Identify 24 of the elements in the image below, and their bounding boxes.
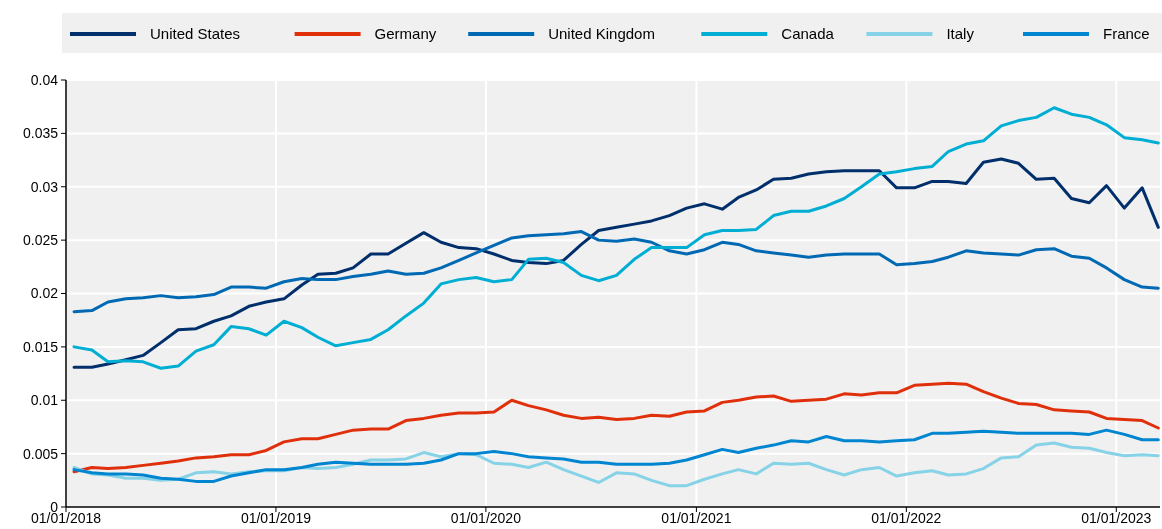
line-series	[72, 157, 1160, 369]
legend-label: United States	[150, 25, 241, 43]
y-tick-label: 0.035	[22, 125, 59, 142]
y-tick-label: 0.02	[30, 285, 59, 302]
line-series	[72, 428, 1160, 483]
y-tick-label: 0.03	[30, 178, 59, 195]
y-tick-label: 0.01	[30, 392, 59, 409]
line-series	[72, 381, 1160, 474]
legend-label: Germany	[374, 25, 437, 43]
x-tick-label: 01/01/2023	[1081, 510, 1152, 526]
legend-label: Canada	[781, 25, 835, 43]
y-tick-label: 0.015	[22, 338, 59, 355]
legend-label: United Kingdom	[548, 25, 655, 43]
y-tick-label: 0.025	[22, 232, 59, 249]
legend-label: Italy	[946, 25, 975, 43]
x-tick-label: 01/01/2020	[450, 510, 522, 526]
y-tick-label: 0.04	[30, 71, 59, 88]
legend-label: France	[1103, 25, 1150, 43]
line-series	[72, 230, 1160, 314]
line-series	[72, 106, 1160, 370]
x-tick-label: 01/01/2019	[240, 510, 312, 526]
x-tick-label: 01/01/2022	[871, 510, 942, 526]
x-tick-label: 01/01/2021	[661, 510, 732, 526]
y-tick-label: 0.005	[22, 445, 59, 462]
